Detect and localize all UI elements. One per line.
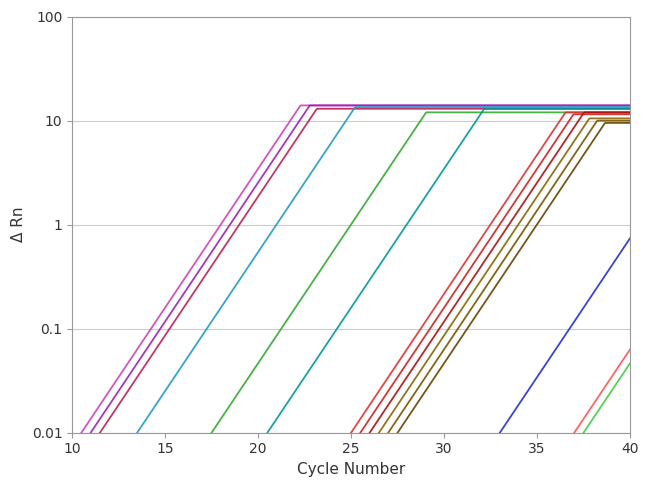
X-axis label: Cycle Number: Cycle Number (297, 462, 405, 477)
Y-axis label: Δ Rn: Δ Rn (11, 207, 26, 243)
